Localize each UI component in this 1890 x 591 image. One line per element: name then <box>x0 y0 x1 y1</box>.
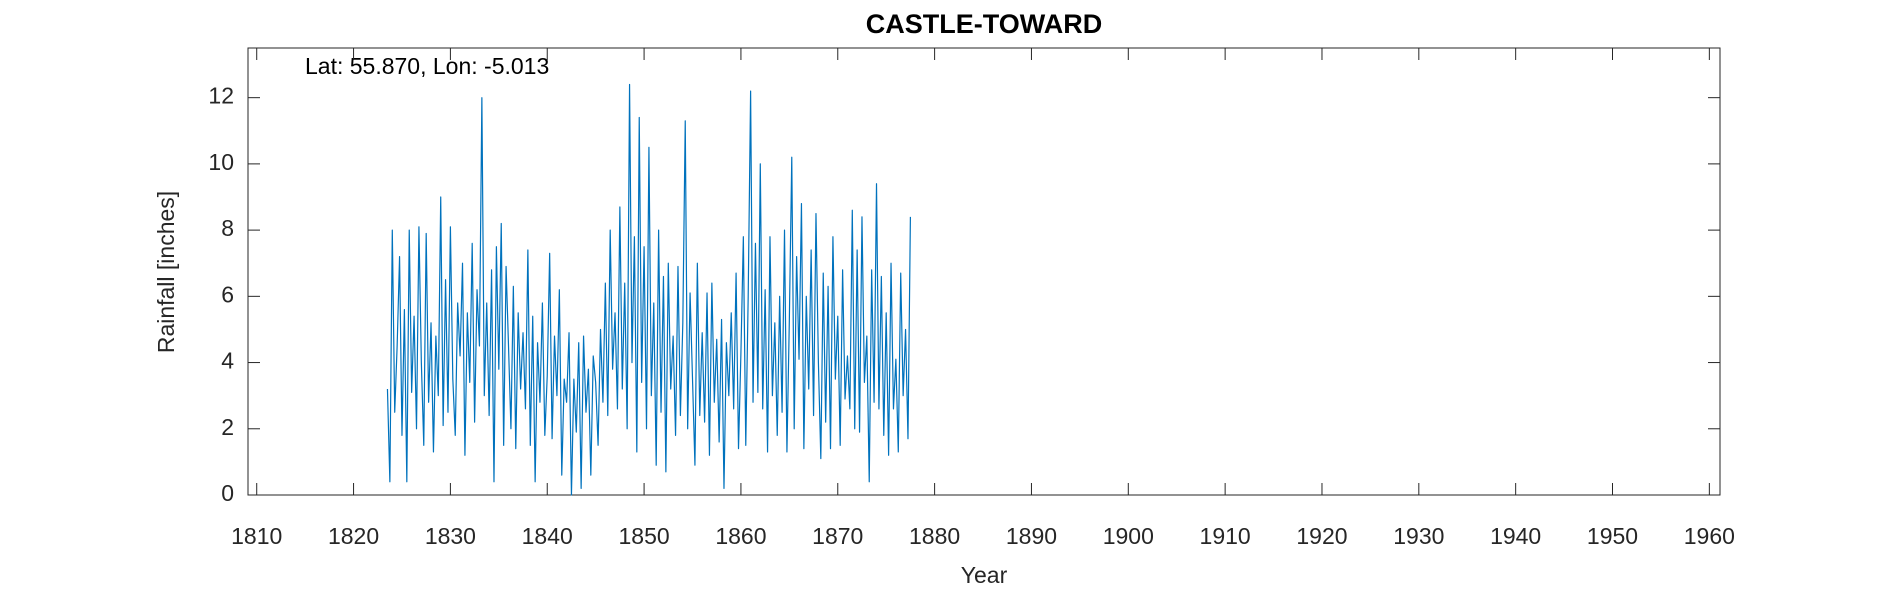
rainfall-line <box>386 83 911 496</box>
x-tick-label: 1890 <box>1006 523 1057 549</box>
x-tick-label: 1810 <box>231 523 282 549</box>
x-tick-label: 1830 <box>425 523 476 549</box>
x-axis-label: Year <box>961 562 1008 588</box>
plot-frame <box>247 47 1721 496</box>
x-tick-label: 1850 <box>618 523 669 549</box>
x-tick-label: 1960 <box>1684 523 1735 549</box>
chart-title: CASTLE-TOWARD <box>866 9 1103 39</box>
x-tick-label: 1940 <box>1490 523 1541 549</box>
y-tick-label: 8 <box>221 215 234 241</box>
y-axis-label: Rainfall [inches] <box>153 191 179 353</box>
x-tick-label: 1840 <box>522 523 573 549</box>
y-tick-label: 6 <box>221 281 234 307</box>
x-tick-label: 1910 <box>1200 523 1251 549</box>
x-tick-label: 1920 <box>1296 523 1347 549</box>
x-tick-label: 1870 <box>812 523 863 549</box>
x-tick-label: 1860 <box>715 523 766 549</box>
y-tick-label: 12 <box>208 83 234 109</box>
x-tick-label: 1950 <box>1587 523 1638 549</box>
y-tick-label: 4 <box>221 348 234 374</box>
x-tick-label: 1820 <box>328 523 379 549</box>
y-tick-label: 0 <box>221 480 234 506</box>
annotation: Lat: 55.870, Lon: -5.013 <box>305 53 549 79</box>
x-tick-label: 1930 <box>1393 523 1444 549</box>
y-tick-label: 2 <box>221 414 234 440</box>
x-tick-label: 1880 <box>909 523 960 549</box>
x-tick-label: 1900 <box>1103 523 1154 549</box>
y-tick-label: 10 <box>208 149 234 175</box>
